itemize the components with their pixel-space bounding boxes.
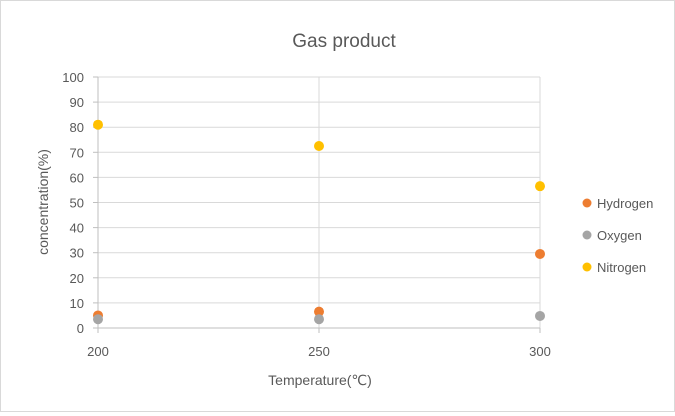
- y-axis-title: concentration(%): [35, 149, 51, 255]
- hydrogen-point: [535, 248, 545, 259]
- nitrogen-point: [314, 141, 324, 152]
- legend-label-nitrogen: Nitrogen: [597, 260, 646, 275]
- y-tick-labels: 0 10 20 30 40 50 60 70 80 90 100: [62, 70, 84, 336]
- grid-layer: [98, 76, 541, 328]
- oxygen-point: [314, 314, 324, 325]
- y-tick-label: 40: [70, 221, 84, 236]
- x-tick-labels: 200 250 300: [87, 344, 551, 359]
- legend-marker-oxygen: [582, 230, 592, 240]
- y-tick-label: 80: [70, 120, 84, 135]
- y-tick-label: 30: [70, 246, 84, 261]
- chart-title: Gas product: [292, 31, 396, 52]
- y-tick-label: 90: [70, 95, 84, 110]
- x-tick-label: 200: [87, 344, 109, 359]
- y-tick-label: 20: [70, 271, 84, 286]
- y-tick-label: 0: [77, 321, 84, 336]
- y-tick-label: 100: [62, 70, 84, 85]
- x-axis-title: Temperature(℃): [268, 372, 372, 388]
- y-tick-label: 10: [70, 296, 84, 311]
- legend-marker-hydrogen: [582, 198, 592, 208]
- legend-label-hydrogen: Hydrogen: [597, 196, 653, 211]
- axes-layer: [93, 76, 541, 333]
- nitrogen-point: [93, 119, 103, 130]
- oxygen-point: [535, 310, 545, 321]
- legend-label-oxygen: Oxygen: [597, 228, 642, 243]
- y-tick-label: 50: [70, 196, 84, 211]
- y-tick-label: 60: [70, 170, 84, 185]
- oxygen-point: [93, 314, 103, 325]
- x-tick-label: 300: [529, 344, 551, 359]
- y-tick-label: 70: [70, 145, 84, 160]
- data-points: [93, 119, 545, 325]
- legend: Hydrogen Oxygen Nitrogen: [582, 196, 653, 275]
- hydrogen-point: [314, 306, 324, 317]
- x-tick-label: 250: [308, 344, 330, 359]
- nitrogen-point: [535, 181, 545, 192]
- legend-marker-nitrogen: [582, 262, 592, 272]
